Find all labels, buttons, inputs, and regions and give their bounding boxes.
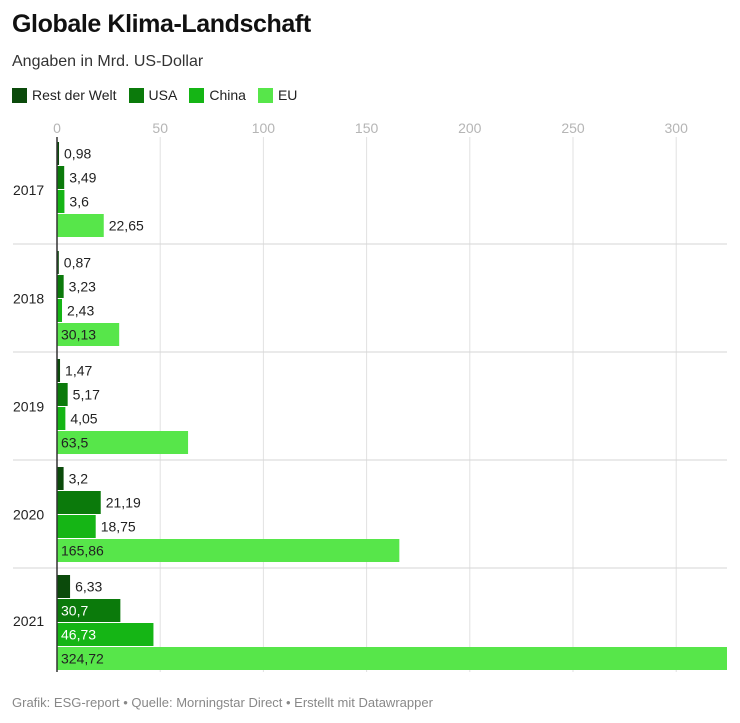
data-label: 46,73 (61, 627, 96, 643)
legend-item-usa: USA (128, 87, 178, 103)
data-label: 165,86 (61, 543, 104, 559)
data-label: 5,17 (73, 387, 100, 403)
data-label: 30,7 (61, 603, 88, 619)
legend: Rest der Welt USA China EU (12, 87, 297, 103)
legend-swatch-china (189, 87, 205, 103)
data-label: 3,6 (69, 194, 89, 210)
bar (57, 275, 64, 298)
legend-item-rest-der-welt: Rest der Welt (12, 87, 117, 103)
chart-subtitle: Angaben in Mrd. US-Dollar (12, 53, 204, 70)
legend-label-eu: EU (277, 87, 298, 103)
data-label: 4,05 (70, 411, 97, 427)
bar (57, 166, 65, 189)
legend-item-china: China (189, 87, 246, 103)
legend-item-eu: EU (257, 87, 298, 103)
bar (57, 431, 189, 454)
bar (57, 142, 60, 165)
x-tick-label: 100 (252, 120, 276, 136)
footer-credits: Grafik: ESG-report • Quelle: Morningstar… (12, 695, 433, 710)
data-label: 63,5 (61, 435, 88, 451)
bar (57, 323, 120, 346)
bar (57, 647, 727, 670)
bar (57, 491, 101, 514)
bar (57, 190, 65, 213)
x-tick-label: 250 (561, 120, 585, 136)
legend-swatch-rest-der-welt (12, 87, 27, 103)
x-tick-label: 0 (53, 120, 61, 136)
bar (57, 575, 71, 598)
category-label: 2019 (13, 399, 44, 415)
x-tick-label: 200 (458, 120, 482, 136)
bar (57, 383, 68, 406)
bar (57, 359, 61, 382)
category-label: 2018 (13, 291, 44, 307)
legend-swatch-usa (128, 87, 144, 103)
data-label: 0,87 (64, 255, 91, 271)
category-label: 2020 (13, 507, 44, 523)
legend-label-rest-der-welt: Rest der Welt (32, 87, 117, 103)
data-label: 21,19 (106, 495, 141, 511)
legend-swatch-eu (257, 87, 273, 103)
data-label: 0,98 (64, 146, 91, 162)
legend-label-usa: USA (148, 87, 178, 103)
data-label: 1,47 (65, 363, 92, 379)
category-label: 2017 (13, 182, 44, 198)
data-label: 3,23 (69, 279, 96, 295)
bar (57, 467, 64, 490)
data-label: 6,33 (75, 579, 102, 595)
data-label: 324,72 (61, 651, 104, 667)
bar (57, 623, 154, 646)
x-tick-label: 300 (665, 120, 689, 136)
chart-title: Globale Klima-Landschaft (12, 10, 311, 38)
data-label: 22,65 (109, 218, 144, 234)
bar (57, 599, 121, 622)
data-label: 3,49 (69, 170, 96, 186)
bar (57, 407, 66, 430)
bar (57, 299, 63, 322)
bar (57, 539, 400, 562)
data-label: 2,43 (67, 303, 94, 319)
category-label: 2021 (13, 613, 44, 629)
data-label: 3,2 (69, 471, 89, 487)
data-label: 18,75 (101, 519, 136, 535)
bar-chart: 0 50 100 150 200 250 300 2017 0,98 3,49 3,6 22,65 20… (13, 120, 727, 672)
bar (57, 214, 104, 237)
bar (57, 515, 96, 538)
x-tick-label: 50 (152, 120, 168, 136)
data-label: 30,13 (61, 327, 96, 343)
bar (57, 251, 59, 274)
x-tick-label: 150 (355, 120, 379, 136)
legend-label-china: China (209, 87, 246, 103)
